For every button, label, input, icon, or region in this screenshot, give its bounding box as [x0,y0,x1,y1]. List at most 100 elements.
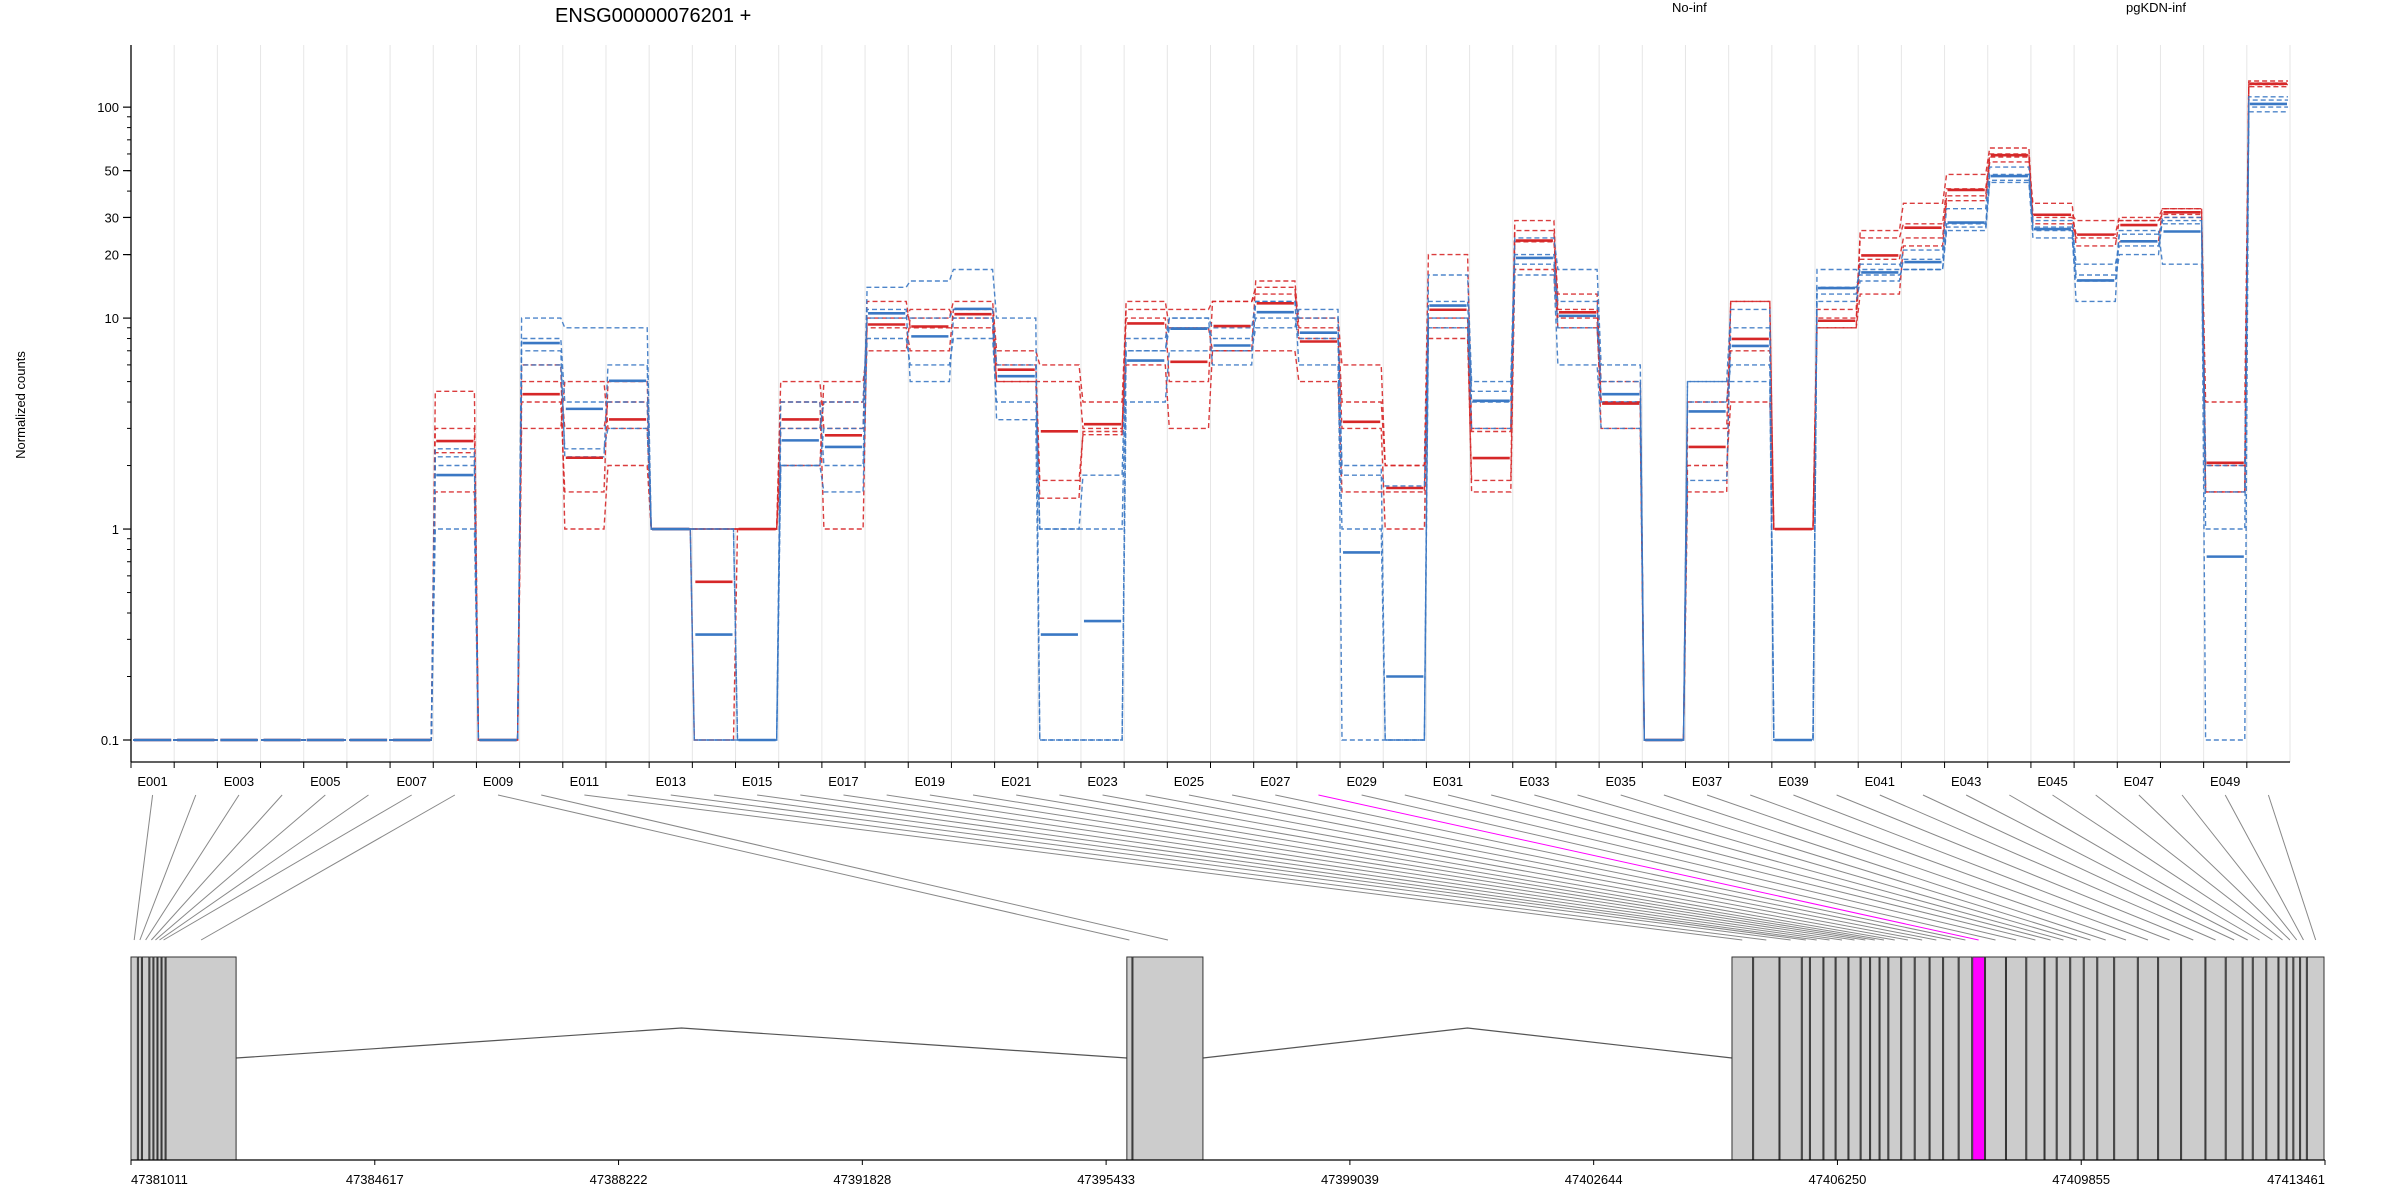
exon-box [1132,956,1204,1161]
exon-connector [2181,794,2298,941]
exon-connector [1577,794,2078,941]
exon-box [1870,956,1880,1161]
exon-box [2114,956,2138,1161]
exon-box [137,956,142,1161]
x-tick-label: E005 [310,774,340,789]
exon-connector [2009,794,2260,941]
exon-connector [151,794,283,941]
x-tick-label: E045 [2037,774,2067,789]
exon-connector-lines [133,794,2317,941]
exon-connector [200,794,456,941]
exon-box [1985,956,2006,1161]
x-tick-label: E015 [742,774,772,789]
exon-connector [1318,794,1979,941]
exon-connector [2095,794,2283,941]
exon-box [1929,956,1944,1161]
genomic-tick-label: 47395433 [1077,1172,1135,1187]
y-tick-label: 100 [97,100,119,115]
exon-connector [1102,794,1909,941]
exon-box [157,956,162,1161]
x-tick-label: E009 [483,774,513,789]
exon-connector [1793,794,2170,941]
genomic-tick-label: 47391828 [833,1172,891,1187]
x-tick-label: E013 [656,774,686,789]
exon-box [1972,956,1986,1161]
exon-box [2300,956,2307,1161]
exon-connector [139,794,197,941]
exon-connector [584,794,1743,941]
x-tick-label: E025 [1174,774,1204,789]
exon-connector [1145,794,1923,941]
exon-box [130,956,138,1161]
exon-connector [929,794,1866,941]
exon-connector [1663,794,2106,941]
exon-connector [1965,794,2248,941]
exon-connector [1447,794,2036,941]
exon-connector [1188,794,1937,941]
exon-connector [670,794,1791,941]
intron-line [1202,1027,1733,1059]
exon-box [1126,956,1133,1161]
legend-label-no-inf: No-inf [1672,0,1707,15]
x-tick-label: E047 [2124,774,2154,789]
exon-box [1753,956,1780,1161]
exon-connector [627,794,1767,941]
x-tick-label: E035 [1606,774,1636,789]
exon-box [1835,956,1849,1161]
x-tick-label: E019 [915,774,945,789]
genomic-tick-label: 47406250 [1809,1172,1867,1187]
exon-box [2005,956,2027,1161]
exon-box [2026,956,2045,1161]
exon-box [2056,956,2071,1161]
y-tick-label: 10 [105,311,119,326]
exon-box [1901,956,1915,1161]
exon-box [2266,956,2279,1161]
exon-box [1809,956,1824,1161]
x-tick-label: E029 [1346,774,1376,789]
exon-connector [159,794,369,941]
genomic-tick-label: 47402644 [1565,1172,1623,1187]
exon-connector [2138,794,2291,941]
gene-model [130,956,2325,1161]
exon-box [1801,956,1810,1161]
genomic-tick-label: 47413461 [2267,1172,2325,1187]
intron-line [236,1027,1127,1059]
x-tick-label: E001 [137,774,167,789]
x-tick-label: E023 [1087,774,1117,789]
x-tick-label: E017 [828,774,858,789]
x-tick-label: E037 [1692,774,1722,789]
exon-connector [2052,794,2273,941]
x-tick-label: E027 [1260,774,1290,789]
x-tick-label: E031 [1433,774,1463,789]
y-tick-label: 30 [105,210,119,225]
exon-box [1779,956,1802,1161]
y-axis-label: Normalized counts [13,351,28,459]
exon-connector [972,794,1875,941]
exon-connector [1404,794,2017,941]
exon-box [2293,956,2301,1161]
exon-connector [1491,794,2051,941]
exon-box [153,956,158,1161]
exon-connector [1922,794,2235,941]
exon-box [1879,956,1889,1161]
exon-connector [1879,794,2216,941]
exon-box [2181,956,2206,1161]
exon-box [2286,956,2294,1161]
exon-box [1823,956,1836,1161]
exon-box [1860,956,1871,1161]
genomic-tick-label: 47381011 [131,1172,188,1187]
exon-connector [1231,794,1951,941]
exon-connector [713,794,1806,941]
exon-box [1914,956,1930,1161]
exon-connector [2224,794,2304,941]
exon-box [2097,956,2115,1161]
genomic-tick-label: 47399039 [1321,1172,1379,1187]
exon-box [1958,956,1973,1161]
exon-box [2306,956,2325,1161]
genomic-tick-label: 47388222 [590,1172,648,1187]
exon-box [2158,956,2182,1161]
exon-box [2225,956,2243,1161]
exon-connector [800,794,1830,941]
x-tick-label: E003 [224,774,254,789]
